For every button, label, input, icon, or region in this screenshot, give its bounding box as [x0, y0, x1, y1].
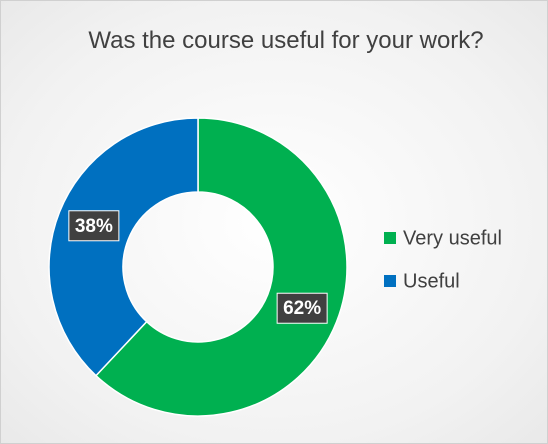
data-label: 62% — [283, 298, 321, 319]
chart-title: Was the course useful for your work? — [88, 27, 484, 54]
data-label: 38% — [75, 216, 113, 237]
label-box — [68, 210, 120, 242]
legend-label: Useful — [403, 270, 460, 292]
legend-label: Very useful — [403, 227, 502, 249]
label-box — [276, 292, 328, 324]
donut-segment — [48, 117, 199, 377]
legend-swatch — [384, 232, 396, 244]
donut-segment — [94, 117, 348, 417]
legend-swatch — [384, 275, 396, 287]
